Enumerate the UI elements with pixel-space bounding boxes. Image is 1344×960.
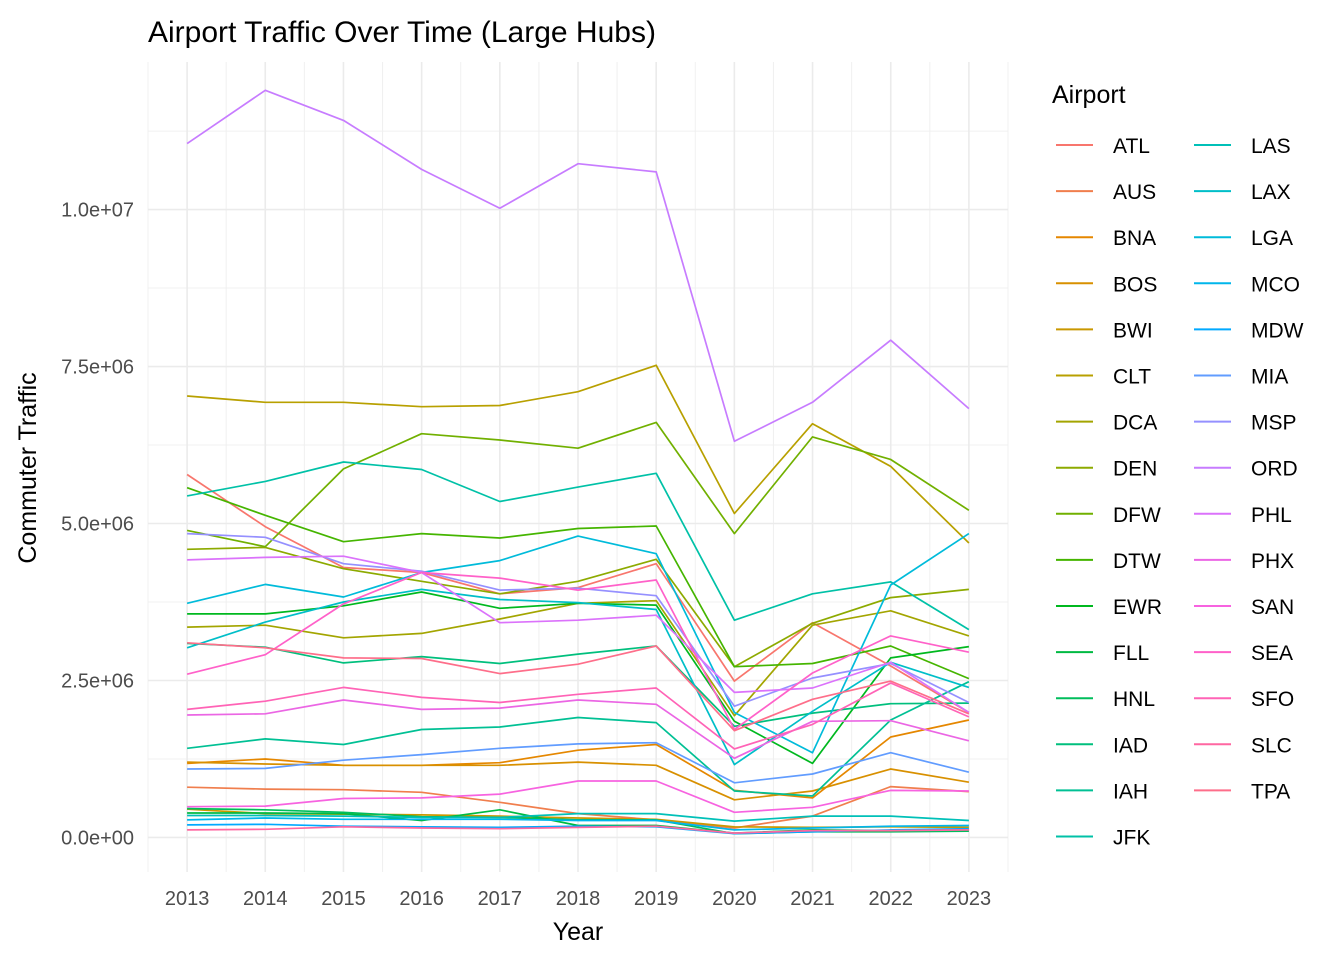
y-tick-label: 1.0e+07	[61, 200, 134, 222]
y-tick-label: 2.5e+06	[61, 670, 134, 692]
legend-label-dfw: DFW	[1113, 504, 1161, 527]
x-tick-label: 2021	[790, 888, 835, 910]
series-line-dfw	[186, 421, 970, 548]
legend-label-atl: ATL	[1113, 135, 1150, 158]
series-line-sfo	[187, 682, 970, 750]
legend-label-mia: MIA	[1251, 366, 1288, 389]
series-line-las	[187, 812, 969, 822]
legend-label-jfk: JFK	[1113, 827, 1150, 850]
legend-label-san: SAN	[1251, 596, 1294, 619]
legend-label-iad: IAD	[1113, 734, 1148, 757]
series-line-sea	[186, 571, 970, 731]
legend-label-ord: ORD	[1251, 458, 1298, 481]
x-tick-label: 2014	[243, 888, 288, 910]
legend-label-phx: PHX	[1251, 550, 1294, 573]
y-tick-label: 0.0e+00	[61, 827, 134, 849]
legend-label-hnl: HNL	[1113, 688, 1155, 711]
x-tick-label: 2013	[165, 888, 210, 910]
series-line-phl	[187, 555, 970, 714]
x-tick-label: 2015	[321, 888, 366, 910]
legend-label-dca: DCA	[1113, 412, 1157, 435]
legend-label-sfo: SFO	[1251, 688, 1294, 711]
legend-label-aus: AUS	[1113, 181, 1156, 204]
series-line-tpa	[187, 641, 970, 732]
legend-label-bwi: BWI	[1113, 319, 1153, 342]
legend-label-dtw: DTW	[1113, 550, 1161, 573]
series-line-clt	[187, 364, 970, 544]
series-line-phx	[187, 699, 970, 760]
legend-label-lga: LGA	[1251, 227, 1293, 250]
series-line-iah	[186, 680, 970, 797]
x-axis-ticks: 2013 2014 2015 2016 2017 2018 2019 2020 2021 2022…	[165, 888, 991, 910]
gridlines	[147, 62, 1009, 872]
legend-label-clt: CLT	[1113, 366, 1151, 389]
x-tick-label: 2020	[712, 888, 757, 910]
y-axis-title: Commuter Traffic	[14, 372, 42, 563]
legend-label-den: DEN	[1113, 458, 1157, 481]
series-line-den	[187, 546, 969, 668]
legend-label-las: LAS	[1251, 135, 1291, 158]
legend-label-mco: MCO	[1251, 273, 1300, 296]
legend-label-ewr: EWR	[1113, 596, 1162, 619]
y-axis-ticks: 0.0e+00 2.5e+06 5.0e+06 7.5e+06 1.0e+07	[61, 200, 134, 850]
legend-label-slc: SLC	[1251, 734, 1292, 757]
series-line-jfk	[186, 461, 970, 631]
series-line-dtw	[186, 486, 970, 680]
series-lines	[186, 89, 970, 835]
legend: Airport ATL AUS BNA BOS BWI CLT DCA DEN DFW DTW EW…	[1052, 81, 1304, 850]
x-tick-label: 2023	[947, 888, 992, 910]
legend-label-msp: MSP	[1251, 412, 1297, 435]
legend-label-lax: LAX	[1251, 181, 1291, 204]
legend-label-sea: SEA	[1251, 642, 1293, 665]
legend-label-iah: IAH	[1113, 780, 1148, 803]
x-tick-label: 2019	[634, 888, 679, 910]
legend-title: Airport	[1052, 81, 1126, 109]
chart-title: Airport Traffic Over Time (Large Hubs)	[148, 16, 656, 49]
series-line-lga	[186, 532, 970, 754]
x-tick-label: 2017	[478, 888, 523, 910]
legend-label-mdw: MDW	[1251, 319, 1304, 342]
series-line-msp	[187, 532, 970, 708]
x-tick-label: 2022	[868, 888, 913, 910]
legend-label-phl: PHL	[1251, 504, 1292, 527]
x-tick-label: 2016	[399, 888, 444, 910]
y-tick-label: 5.0e+06	[61, 514, 134, 536]
series-line-ord	[186, 89, 970, 443]
series-line-mia	[187, 741, 970, 784]
series-line-mco	[187, 817, 969, 831]
x-axis-title: Year	[553, 918, 604, 946]
series-line-bos	[187, 761, 970, 801]
y-tick-label: 7.5e+06	[61, 357, 134, 379]
series-line-san	[187, 780, 969, 814]
series-line-slc	[187, 825, 969, 834]
legend-label-fll: FLL	[1113, 642, 1149, 665]
x-tick-label: 2018	[556, 888, 601, 910]
legend-label-bna: BNA	[1113, 227, 1156, 250]
legend-label-tpa: TPA	[1251, 780, 1290, 803]
legend-label-bos: BOS	[1113, 273, 1157, 296]
